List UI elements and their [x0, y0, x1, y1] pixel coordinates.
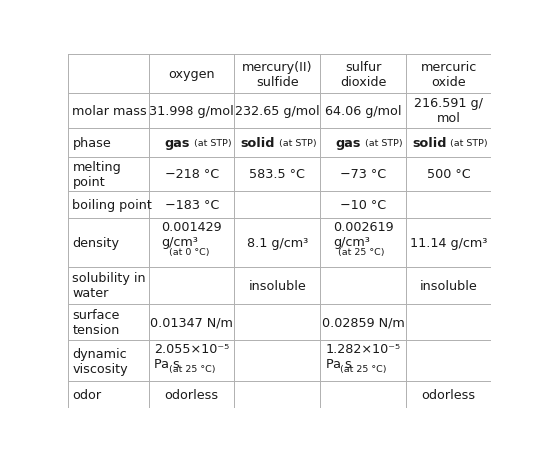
Text: mercuric
oxide: mercuric oxide	[420, 61, 477, 89]
Text: 583.5 °C: 583.5 °C	[250, 168, 305, 181]
Text: sulfur
dioxide: sulfur dioxide	[340, 61, 387, 89]
Text: −218 °C: −218 °C	[165, 168, 219, 181]
Text: (at 25 °C): (at 25 °C)	[338, 247, 384, 256]
Text: gas: gas	[336, 136, 361, 149]
Text: odor: odor	[73, 388, 102, 402]
Text: dynamic
viscosity: dynamic viscosity	[73, 347, 128, 375]
Text: gas: gas	[164, 136, 189, 149]
Text: (at STP): (at STP)	[447, 138, 488, 147]
Text: insoluble: insoluble	[420, 280, 478, 292]
Text: 0.02859 N/m: 0.02859 N/m	[322, 316, 405, 329]
Text: melting
point: melting point	[73, 161, 121, 188]
Text: 0.001429
g/cm³: 0.001429 g/cm³	[162, 220, 222, 248]
Text: (at STP): (at STP)	[191, 138, 231, 147]
Text: solubility in
water: solubility in water	[73, 272, 146, 300]
Text: oxygen: oxygen	[169, 68, 215, 81]
Text: 31.998 g/mol: 31.998 g/mol	[150, 105, 234, 118]
Text: −10 °C: −10 °C	[340, 198, 387, 212]
Text: 216.591 g/
mol: 216.591 g/ mol	[414, 97, 483, 125]
Text: (at STP): (at STP)	[362, 138, 402, 147]
Text: (at STP): (at STP)	[276, 138, 317, 147]
Text: 0.01347 N/m: 0.01347 N/m	[150, 316, 233, 329]
Text: solid: solid	[412, 136, 447, 149]
Text: −183 °C: −183 °C	[165, 198, 219, 212]
Text: molar mass: molar mass	[73, 105, 147, 118]
Text: 64.06 g/mol: 64.06 g/mol	[325, 105, 401, 118]
Text: 11.14 g/cm³: 11.14 g/cm³	[410, 236, 488, 250]
Text: 0.002619
g/cm³: 0.002619 g/cm³	[333, 220, 394, 248]
Text: boiling point: boiling point	[73, 198, 152, 212]
Text: surface
tension: surface tension	[73, 308, 120, 336]
Text: (at 25 °C): (at 25 °C)	[169, 364, 215, 373]
Text: odorless: odorless	[422, 388, 476, 402]
Text: −73 °C: −73 °C	[340, 168, 387, 181]
Text: 1.282×10⁻⁵
Pa s: 1.282×10⁻⁵ Pa s	[325, 342, 401, 370]
Text: odorless: odorless	[165, 388, 219, 402]
Text: density: density	[73, 236, 120, 250]
Text: 2.055×10⁻⁵
Pa s: 2.055×10⁻⁵ Pa s	[154, 342, 229, 370]
Text: phase: phase	[73, 136, 111, 149]
Text: (at 0 °C): (at 0 °C)	[169, 247, 210, 256]
Text: 232.65 g/mol: 232.65 g/mol	[235, 105, 319, 118]
Text: 500 °C: 500 °C	[427, 168, 471, 181]
Text: mercury(II)
sulfide: mercury(II) sulfide	[242, 61, 312, 89]
Text: (at 25 °C): (at 25 °C)	[340, 364, 387, 373]
Text: 8.1 g/cm³: 8.1 g/cm³	[247, 236, 308, 250]
Text: insoluble: insoluble	[248, 280, 306, 292]
Text: solid: solid	[241, 136, 275, 149]
